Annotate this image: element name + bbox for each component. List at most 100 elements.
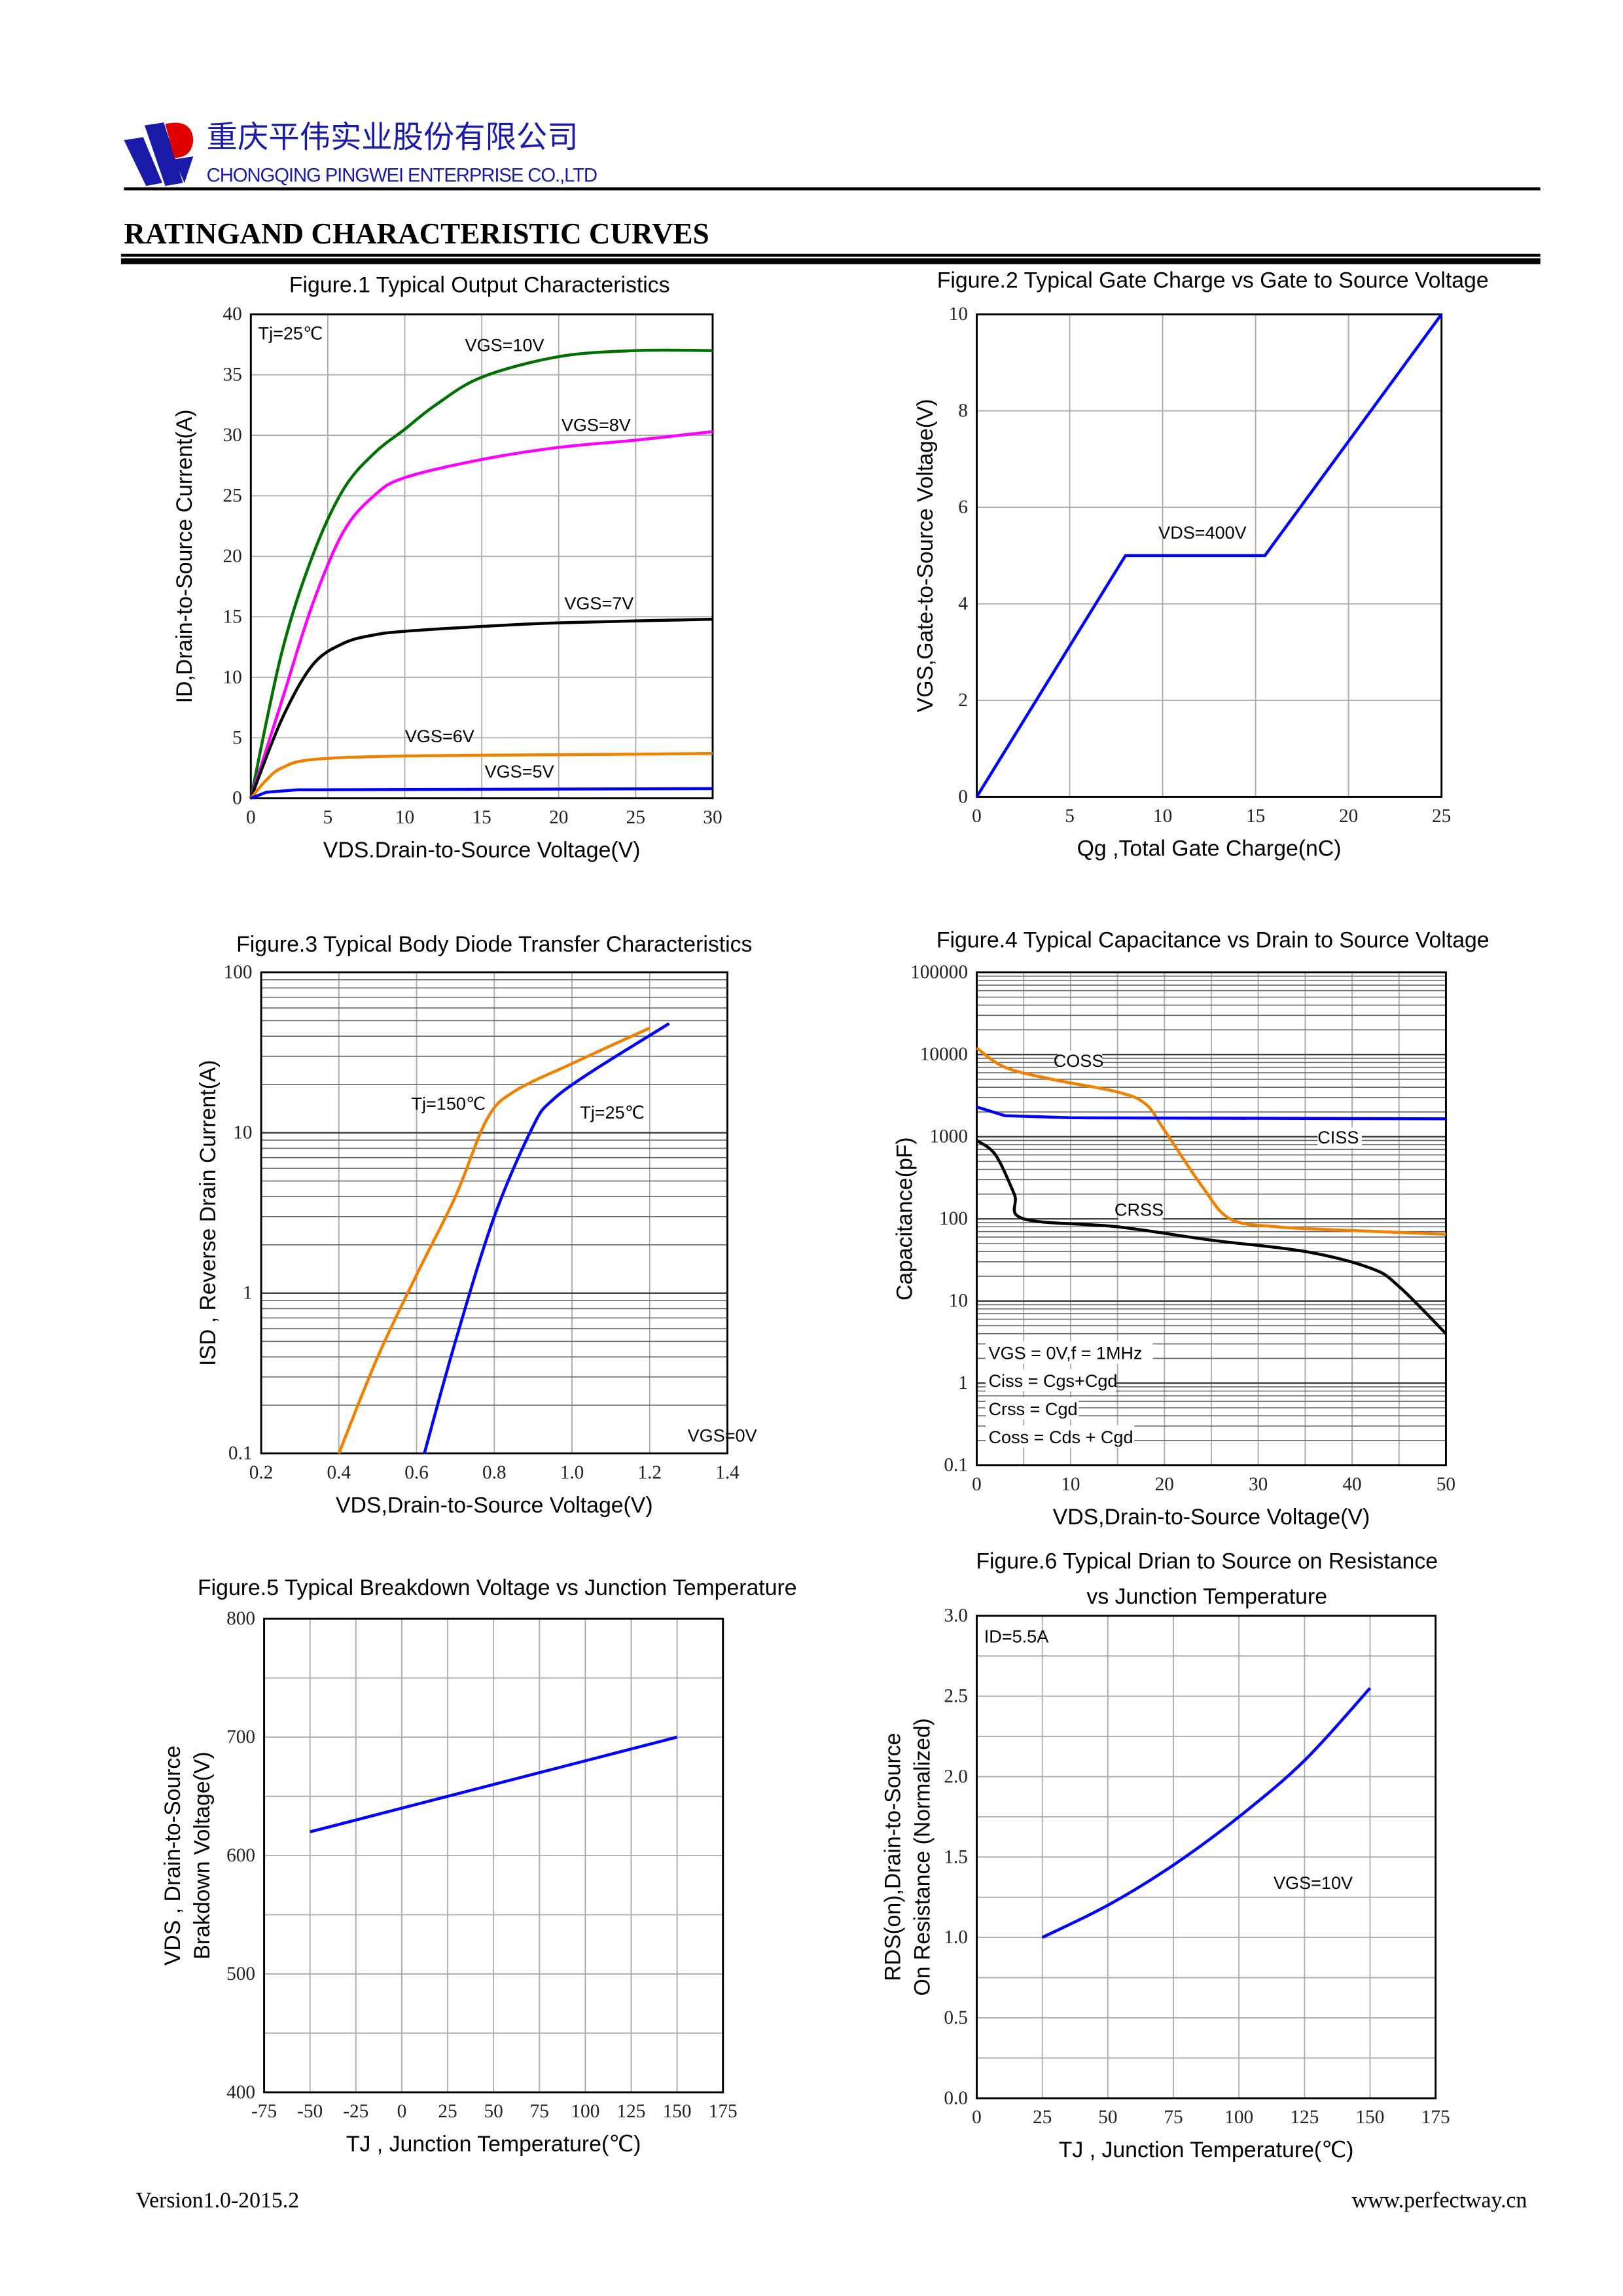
x-tick-label: 10 [1061,1474,1080,1495]
y-tick-label: 10 [949,304,968,325]
x-tick-label: 150 [1356,2107,1385,2128]
x-tick-label: 25 [1033,2107,1052,2128]
y-tick-label: 500 [226,1964,255,1984]
y-tick-label: 20 [223,546,241,567]
company-logo [124,122,194,187]
chart-title: Figure.5 Typical Breakdown Voltage vs Ju… [198,1575,797,1600]
chart-title: Figure.3 Typical Body Diode Transfer Cha… [236,932,752,957]
chart-annotation: Coss = Cds + Cgd [989,1427,1133,1447]
y-tick-label: 0.0 [944,2088,968,2109]
chart-title: Figure.4 Typical Capacitance vs Drain to… [936,927,1489,952]
y-tick-label: 15 [223,606,241,627]
x-tick-label: 75 [1164,2107,1183,2128]
chart-title: Figure.6 Typical Drian to Source on Resi… [976,1549,1438,1574]
series-label: VGS=10V [465,336,544,355]
y-axis-label: VGS,Gate-to-Source Voltage(V) [913,399,938,712]
series-label: VGS=6V [405,726,474,746]
x-axis-label: Qg ,Total Gate Charge(nC) [1077,836,1342,861]
x-tick-label: 20 [1339,806,1358,827]
plot-frame [976,971,1447,1467]
y-axis-label: ID,Drain-to-Source Current(A) [172,410,197,704]
y-axis-label: RDS(on),Drain-to-Source [880,1733,905,1981]
x-tick-label: 25 [438,2101,457,2122]
y-tick-label: 10 [949,1291,968,1312]
chart-figure-2: 0 5 10 15 20 25 0 2 4 6 8 10 Figure.2 Typical Gate C… [913,268,1489,861]
y-axis-label: ISD , Reverse Drain Current(A) [196,1060,221,1366]
y-tick-label: 2.0 [944,1766,968,1787]
y-tick-label: 0.5 [944,2007,968,2028]
chart-figure-4: 0 10 20 30 40 50 0.1 1 10 100 1000 10000 100000 Figur… [892,927,1489,1530]
x-tick-label: 10 [1153,806,1172,827]
x-tick-label: 50 [1436,1474,1455,1495]
x-tick-label: 5 [1065,806,1075,827]
annotation-bg [986,1369,1116,1391]
series-label-bg [1317,1127,1362,1148]
series-label-bg [1058,1050,1103,1071]
series-label: VGS=10V [1274,1873,1353,1893]
chart-annotation: Tj=25℃ [259,324,323,344]
annotation-bg [986,1397,1079,1420]
y-tick-label: 0 [958,786,968,807]
plot-frame [263,1617,724,2094]
series-line-vgs-10v [1041,1687,1372,1939]
x-tick-label: 0 [246,807,256,828]
chart-annotation: VGS=0V [688,1426,757,1446]
y-tick-label: 8 [958,401,968,422]
x-tick-label: 15 [1246,806,1265,827]
series-line-vgs-10v [249,348,713,799]
y-tick-label: 6 [958,497,968,518]
header-rule [124,187,1541,190]
series-line-tj-150- [337,1026,651,1454]
x-tick-label: 0 [972,1474,982,1495]
plot-frame [249,313,714,800]
y-tick-label: 800 [226,1608,255,1629]
company-name-cn: 重庆平伟实业股份有限公司 [207,119,579,155]
series-label: VGS=5V [485,762,554,781]
x-tick-label: 75 [530,2101,549,2122]
series-line-crss [976,1139,1448,1335]
series-label: COSS [1054,1051,1104,1071]
x-tick-label: 30 [1249,1474,1268,1495]
x-tick-label: 175 [709,2101,738,2122]
y-tick-label: 1000 [929,1126,968,1147]
x-axis-label: VDS,Drain-to-Source Voltage(V) [336,1493,653,1518]
y-tick-label: 10 [223,667,241,688]
series-line-tj-25- [423,1022,670,1454]
x-tick-label: 0.8 [482,1462,507,1483]
series-label: CISS [1317,1128,1359,1147]
y-tick-label: 0 [232,788,242,809]
y-tick-label: 700 [226,1727,255,1748]
x-axis-label: TJ , Junction Temperature(℃) [1059,2138,1354,2162]
series-line-vgs-5v [250,787,713,800]
x-tick-label: 0.6 [404,1462,429,1483]
y-tick-label: 100 [939,1208,968,1229]
x-tick-label: 20 [549,807,568,828]
x-tick-label: 40 [1342,1474,1361,1495]
x-tick-label: -75 [251,2101,277,2122]
chart-figure-1: 0 5 10 15 20 25 30 0 5 10 15 20 25 30 35 40 Figure.1 Typ… [172,272,722,862]
series-line-vgs-6v [249,752,713,800]
x-axis-label: VDS,Drain-to-Source Voltage(V) [1053,1505,1370,1530]
x-axis-label: VDS.Drain-to-Source Voltage(V) [323,838,641,863]
y-tick-label: 5 [232,727,242,748]
chart-title-line2: vs Junction Temperature [1086,1585,1327,1609]
series-label: Tj=25℃ [580,1103,645,1122]
x-tick-label: 1.2 [637,1462,662,1483]
chart-annotation: ID=5.5A [984,1626,1048,1646]
x-tick-label: 5 [323,807,333,828]
x-tick-label: 15 [472,807,491,828]
plot-frame [976,1615,1437,2100]
footer-website: www.perfectway.cn [1352,2189,1527,2213]
chart-figure-6: 0 25 50 75 100 125 150 175 0.0 0.5 1.0 1.5 2.0 2.5 3.0… [880,1549,1450,2163]
y-tick-label: 2.5 [944,1686,968,1707]
x-tick-label: 100 [1224,2107,1253,2128]
series-line-vds-400v [975,313,1443,798]
y-tick-label: 1.0 [944,1927,968,1948]
x-tick-label: 100 [571,2101,599,2122]
chart-figure-5: -75 -50 -25 0 25 50 75 100 125 150 175 400 500 600 700… [160,1575,796,2157]
series-line-bvdss [310,1735,678,1834]
y-tick-label: 3.0 [944,1605,968,1626]
x-tick-label: 0 [972,2107,982,2128]
y-axis-label-line2: Brakdown Voltage(V) [190,1751,215,1960]
series-line-coss [976,1047,1446,1236]
